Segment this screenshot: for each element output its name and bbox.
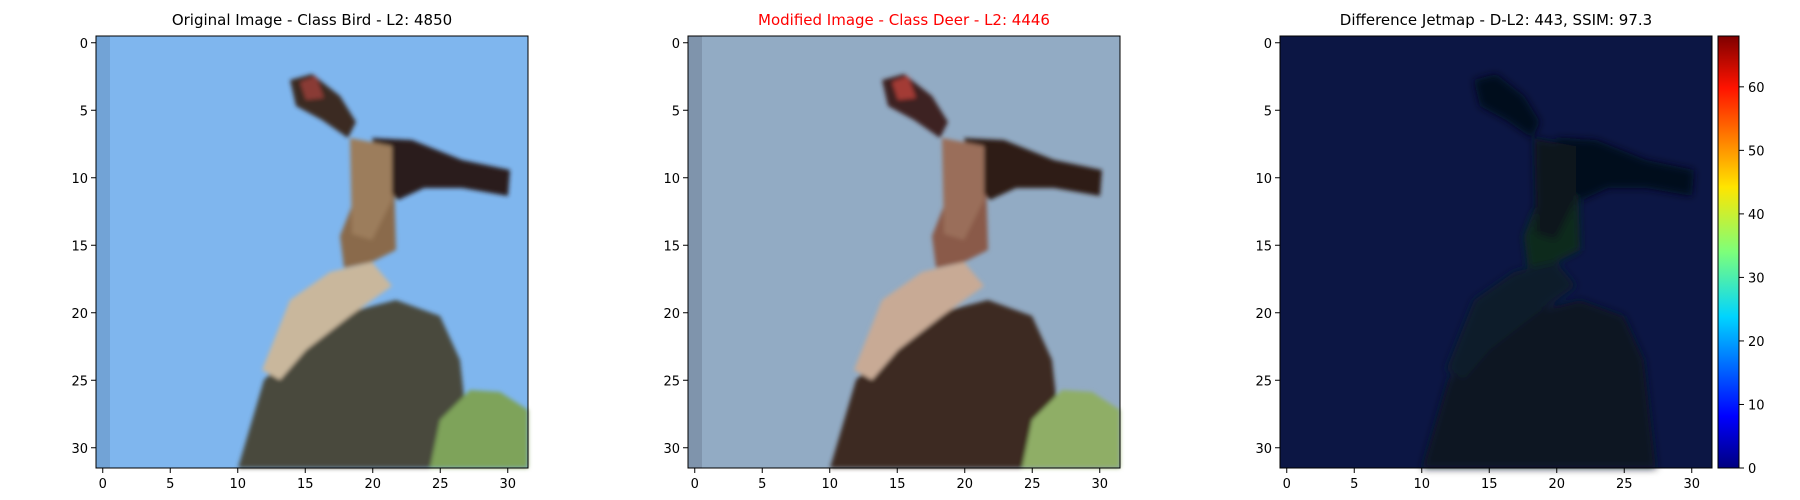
x-tick-label: 0 xyxy=(1283,477,1291,492)
y-tick-label: 15 xyxy=(663,239,680,254)
y-tick-label: 0 xyxy=(1264,37,1272,52)
original-image-frame xyxy=(95,35,529,469)
colorbar-tick-label: 30 xyxy=(1748,271,1765,286)
x-tick-label: 5 xyxy=(758,477,766,492)
panel-difference: Difference Jetmap - D-L2: 443, SSIM: 97.… xyxy=(1255,11,1764,492)
difference-heatmap xyxy=(1279,35,1713,469)
modified-bird-breast xyxy=(942,138,984,240)
original-bird-beak xyxy=(300,76,324,100)
panel-original-title: Original Image - Class Bird - L2: 4850 xyxy=(172,11,452,29)
y-tick-label: 25 xyxy=(71,374,88,389)
modified-bird-body xyxy=(854,262,984,380)
x-tick-label: 20 xyxy=(1548,477,1565,492)
original-bird-breast xyxy=(350,138,392,240)
difference-breast-shadow xyxy=(1534,138,1576,240)
x-tick-label: 10 xyxy=(1413,477,1430,492)
difference-image-frame xyxy=(1279,35,1713,469)
x-tick-label: 20 xyxy=(364,477,381,492)
y-tick-label: 25 xyxy=(663,374,680,389)
y-tick-label: 5 xyxy=(1264,104,1272,119)
x-tick-label: 5 xyxy=(166,477,174,492)
x-tick-label: 30 xyxy=(1683,477,1700,492)
modified-image xyxy=(687,35,1121,469)
y-tick-label: 10 xyxy=(663,172,680,187)
x-tick-label: 15 xyxy=(297,477,314,492)
x-tick-label: 15 xyxy=(889,477,906,492)
x-tick-label: 20 xyxy=(956,477,973,492)
panel-modified-title: Modified Image - Class Deer - L2: 4446 xyxy=(758,11,1050,29)
difference-body-shadow xyxy=(1446,262,1576,380)
original-y-axis: 0 5 10 15 20 25 30 xyxy=(71,37,96,457)
original-bird-body xyxy=(262,262,392,380)
panel-original: Original Image - Class Bird - L2: 4850 0… xyxy=(71,11,529,492)
panel-modified: Modified Image - Class Deer - L2: 4446 0… xyxy=(663,11,1121,492)
modified-image-frame xyxy=(687,35,1121,469)
difference-wing-shadow xyxy=(1556,138,1694,200)
modified-y-axis: 0 5 10 15 20 25 30 xyxy=(663,37,688,457)
x-tick-label: 30 xyxy=(1091,477,1108,492)
y-tick-label: 30 xyxy=(663,442,680,457)
modified-perch xyxy=(830,300,1064,468)
difference-perch-shadow xyxy=(1422,300,1656,468)
difference-y-axis: 0 5 10 15 20 25 30 xyxy=(1255,37,1280,457)
x-tick-label: 0 xyxy=(691,477,699,492)
modified-bird-beak xyxy=(892,76,916,100)
y-tick-label: 20 xyxy=(663,307,680,322)
x-tick-label: 0 xyxy=(99,477,107,492)
original-bird-wing xyxy=(372,138,510,200)
colorbar-tick-label: 0 xyxy=(1748,462,1756,477)
modified-left-edge-shade xyxy=(688,36,702,468)
y-tick-label: 20 xyxy=(1255,307,1272,322)
original-left-edge-shade xyxy=(96,36,110,468)
x-tick-label: 10 xyxy=(229,477,246,492)
y-tick-label: 0 xyxy=(80,37,88,52)
difference-head-shadow xyxy=(1474,74,1540,138)
colorbar: 0 10 20 30 40 50 60 xyxy=(1717,35,1765,477)
modified-foliage xyxy=(1022,390,1120,468)
x-tick-label: 25 xyxy=(1024,477,1041,492)
x-tick-label: 30 xyxy=(499,477,516,492)
y-tick-label: 10 xyxy=(1255,172,1272,187)
y-tick-label: 15 xyxy=(1255,239,1272,254)
y-tick-label: 0 xyxy=(672,37,680,52)
y-tick-label: 30 xyxy=(1255,442,1272,457)
colorbar-tick-label: 40 xyxy=(1748,208,1765,223)
y-tick-label: 5 xyxy=(672,104,680,119)
y-tick-label: 30 xyxy=(71,442,88,457)
colorbar-tick-label: 10 xyxy=(1748,398,1765,413)
original-perch xyxy=(238,300,472,468)
y-tick-label: 10 xyxy=(71,172,88,187)
original-image xyxy=(95,35,529,469)
y-tick-label: 25 xyxy=(1255,374,1272,389)
original-x-axis: 0 5 10 15 20 25 30 xyxy=(99,468,516,492)
modified-x-axis: 0 5 10 15 20 25 30 xyxy=(691,468,1108,492)
x-tick-label: 25 xyxy=(432,477,449,492)
y-tick-label: 15 xyxy=(71,239,88,254)
difference-x-axis: 0 5 10 15 20 25 30 xyxy=(1283,468,1700,492)
x-tick-label: 15 xyxy=(1481,477,1498,492)
x-tick-label: 5 xyxy=(1350,477,1358,492)
panel-difference-title: Difference Jetmap - D-L2: 443, SSIM: 97.… xyxy=(1340,11,1652,29)
x-tick-label: 10 xyxy=(821,477,838,492)
colorbar-tick-label: 20 xyxy=(1748,335,1765,350)
original-foliage xyxy=(430,390,528,468)
y-tick-label: 20 xyxy=(71,307,88,322)
y-tick-label: 5 xyxy=(80,104,88,119)
colorbar-gradient xyxy=(1717,35,1740,469)
modified-bird-wing xyxy=(964,138,1102,200)
colorbar-tick-label: 50 xyxy=(1748,144,1765,159)
colorbar-tick-label: 60 xyxy=(1748,81,1765,96)
x-tick-label: 25 xyxy=(1616,477,1633,492)
colorbar-ticks: 0 10 20 30 40 50 60 xyxy=(1739,81,1765,477)
